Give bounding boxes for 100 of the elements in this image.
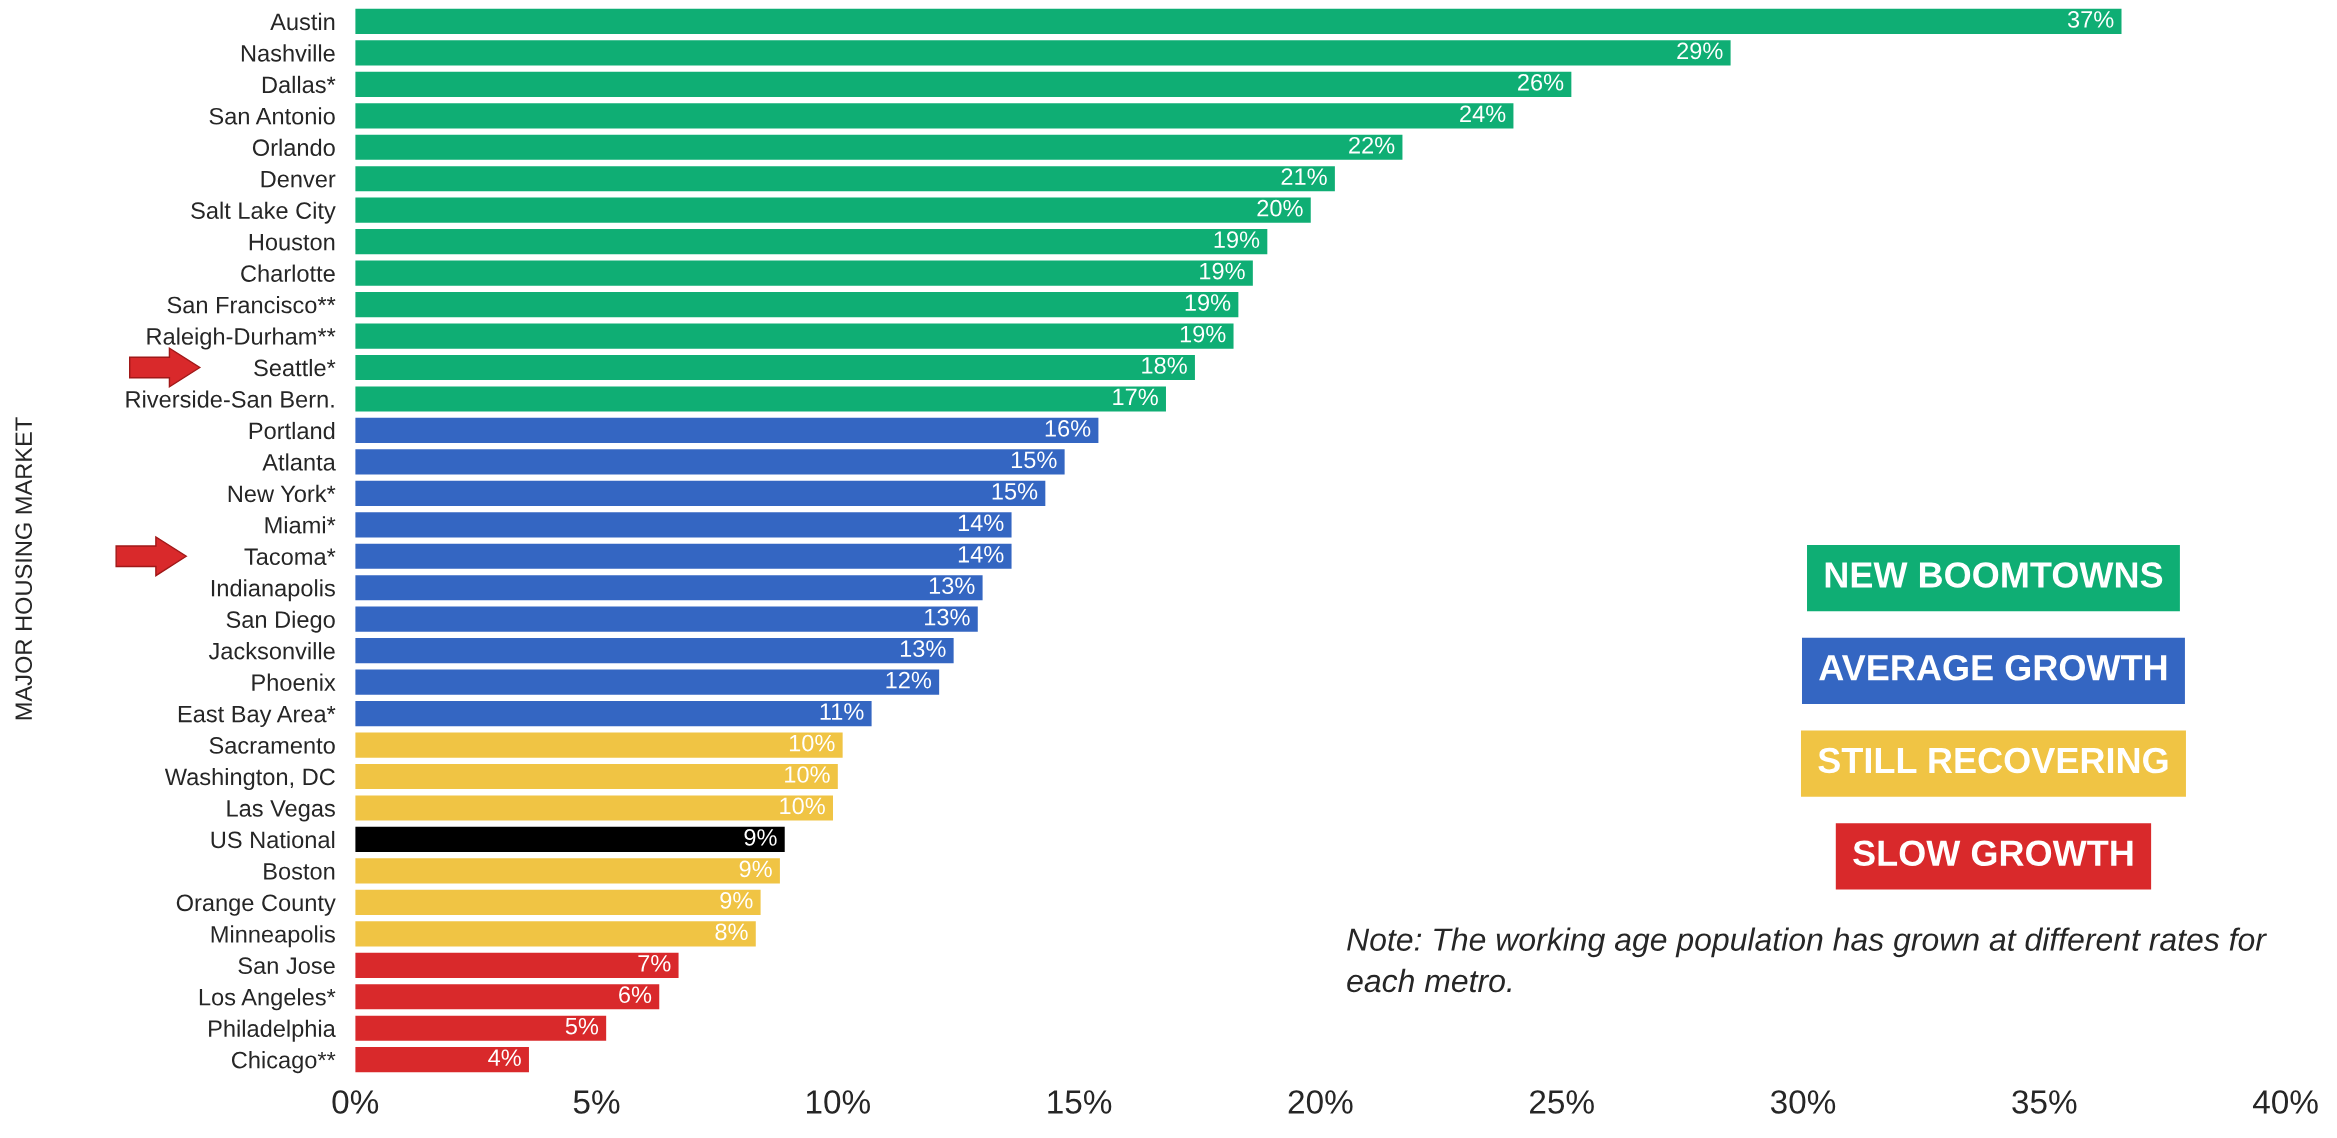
y-tick-label: Orange County — [176, 894, 336, 916]
y-tick-label: Seattle* — [254, 358, 336, 377]
y-tick-label: San Antonio — [209, 107, 335, 125]
x-tick-label: 40% — [2252, 1090, 2318, 1114]
bar — [355, 701, 872, 727]
y-tick-label: Miami* — [265, 516, 336, 534]
y-tick-label: US National — [211, 830, 335, 849]
bar — [355, 638, 954, 664]
y-tick-label: Charlotte — [241, 264, 335, 282]
y-tick-label: Salt Lake City — [191, 201, 336, 224]
text: 6% — [619, 986, 652, 1004]
y-tick-label: San Francisco** — [167, 296, 336, 314]
y-tick-label: Washington, DC — [164, 767, 335, 790]
y-tick-label: San Diego — [226, 610, 335, 633]
bar — [355, 952, 679, 978]
text: 29% — [1677, 42, 1723, 60]
bar — [355, 292, 1239, 318]
x-tick-label: 30% — [1770, 1090, 1836, 1114]
text: 22% — [1349, 136, 1395, 154]
y-tick-label: Houston — [249, 233, 335, 251]
bar — [355, 166, 1335, 192]
text: SLOW GROWTH — [1853, 840, 2133, 867]
text: 37% — [2067, 11, 2114, 28]
text: 9% — [720, 891, 753, 909]
text: NEW BOOMTOWNS — [1825, 562, 2163, 588]
bar — [355, 480, 1046, 506]
x-tick-label: 0% — [332, 1090, 379, 1114]
text: AVERAGE GROWTH — [1819, 654, 2167, 681]
x-tick-label: 20% — [1288, 1090, 1353, 1114]
bar — [355, 575, 983, 601]
y-tick-label: Jacksonville — [208, 642, 335, 660]
y-tick-label: Las Vegas — [227, 800, 335, 822]
text: 26% — [1518, 73, 1564, 91]
text: 15% — [1011, 451, 1057, 469]
text: 19% — [1180, 325, 1226, 343]
text: 10% — [789, 734, 835, 752]
bar — [355, 71, 1572, 97]
text: 17% — [1113, 388, 1158, 406]
annotation: Note: The working age population has grown at different rates for each metro. — [1347, 927, 2268, 993]
text: 7% — [638, 955, 671, 972]
text: 21% — [1281, 168, 1327, 185]
bar — [355, 229, 1268, 255]
bar — [355, 889, 761, 915]
bar — [355, 354, 1195, 381]
y-tick-label: Nashville — [241, 44, 335, 62]
bar — [355, 386, 1166, 412]
bar — [355, 512, 1012, 538]
bar — [355, 197, 1311, 223]
text: 20% — [1257, 199, 1303, 217]
text: 13% — [925, 608, 970, 626]
text: 19% — [1200, 262, 1245, 280]
bar — [355, 417, 1099, 444]
y-tick-label: Phoenix — [252, 673, 336, 691]
bar — [355, 795, 833, 821]
bar — [355, 543, 1012, 569]
bar — [355, 1047, 529, 1073]
bar — [355, 134, 1403, 160]
y-axis-title: MAJOR HOUSING MARKET — [15, 417, 33, 720]
text: 14% — [958, 546, 1004, 563]
text: 8% — [715, 923, 748, 941]
text: 5% — [565, 1017, 599, 1035]
bar — [355, 858, 780, 884]
text: 9% — [744, 829, 777, 846]
text: 24% — [1460, 105, 1506, 123]
y-tick-label: New York* — [228, 484, 336, 503]
text: 9% — [739, 860, 772, 878]
y-tick-label: Boston — [264, 863, 335, 880]
y-tick-label: Raleigh-Durham** — [147, 327, 336, 350]
x-tick-label: 5% — [573, 1090, 620, 1114]
y-tick-label: Minneapolis — [211, 925, 335, 948]
bar — [355, 449, 1065, 475]
bar — [355, 984, 660, 1010]
bar — [355, 260, 1253, 286]
text: 10% — [780, 797, 825, 815]
text: 19% — [1185, 294, 1231, 311]
bar — [355, 103, 1514, 129]
y-tick-label: Atlanta — [262, 453, 336, 471]
bar — [355, 669, 940, 695]
bar — [355, 1015, 607, 1041]
x-tick-label: 10% — [807, 1090, 870, 1114]
y-tick-label: Dallas* — [262, 75, 336, 94]
bar — [355, 921, 756, 947]
x-tick-label: 15% — [1048, 1090, 1112, 1114]
y-tick-label: San Jose — [238, 957, 335, 975]
y-tick-label: Philadelphia — [209, 1019, 336, 1042]
y-tick-label: Sacramento — [209, 737, 335, 754]
text: 4% — [488, 1049, 521, 1066]
x-tick-label: 25% — [1530, 1090, 1594, 1114]
y-tick-label: Riverside-San Bern. — [126, 390, 334, 408]
bar — [355, 323, 1234, 349]
bar — [355, 826, 785, 853]
x-tick-label: 35% — [2012, 1090, 2077, 1114]
text: 13% — [929, 577, 975, 595]
bar — [355, 8, 2122, 35]
bar — [355, 606, 978, 632]
text: 12% — [886, 671, 932, 689]
text: 18% — [1142, 357, 1187, 374]
text: STILL RECOVERING — [1818, 747, 2168, 774]
text: 15% — [992, 483, 1038, 500]
y-tick-label: Los Angeles* — [199, 988, 336, 1011]
